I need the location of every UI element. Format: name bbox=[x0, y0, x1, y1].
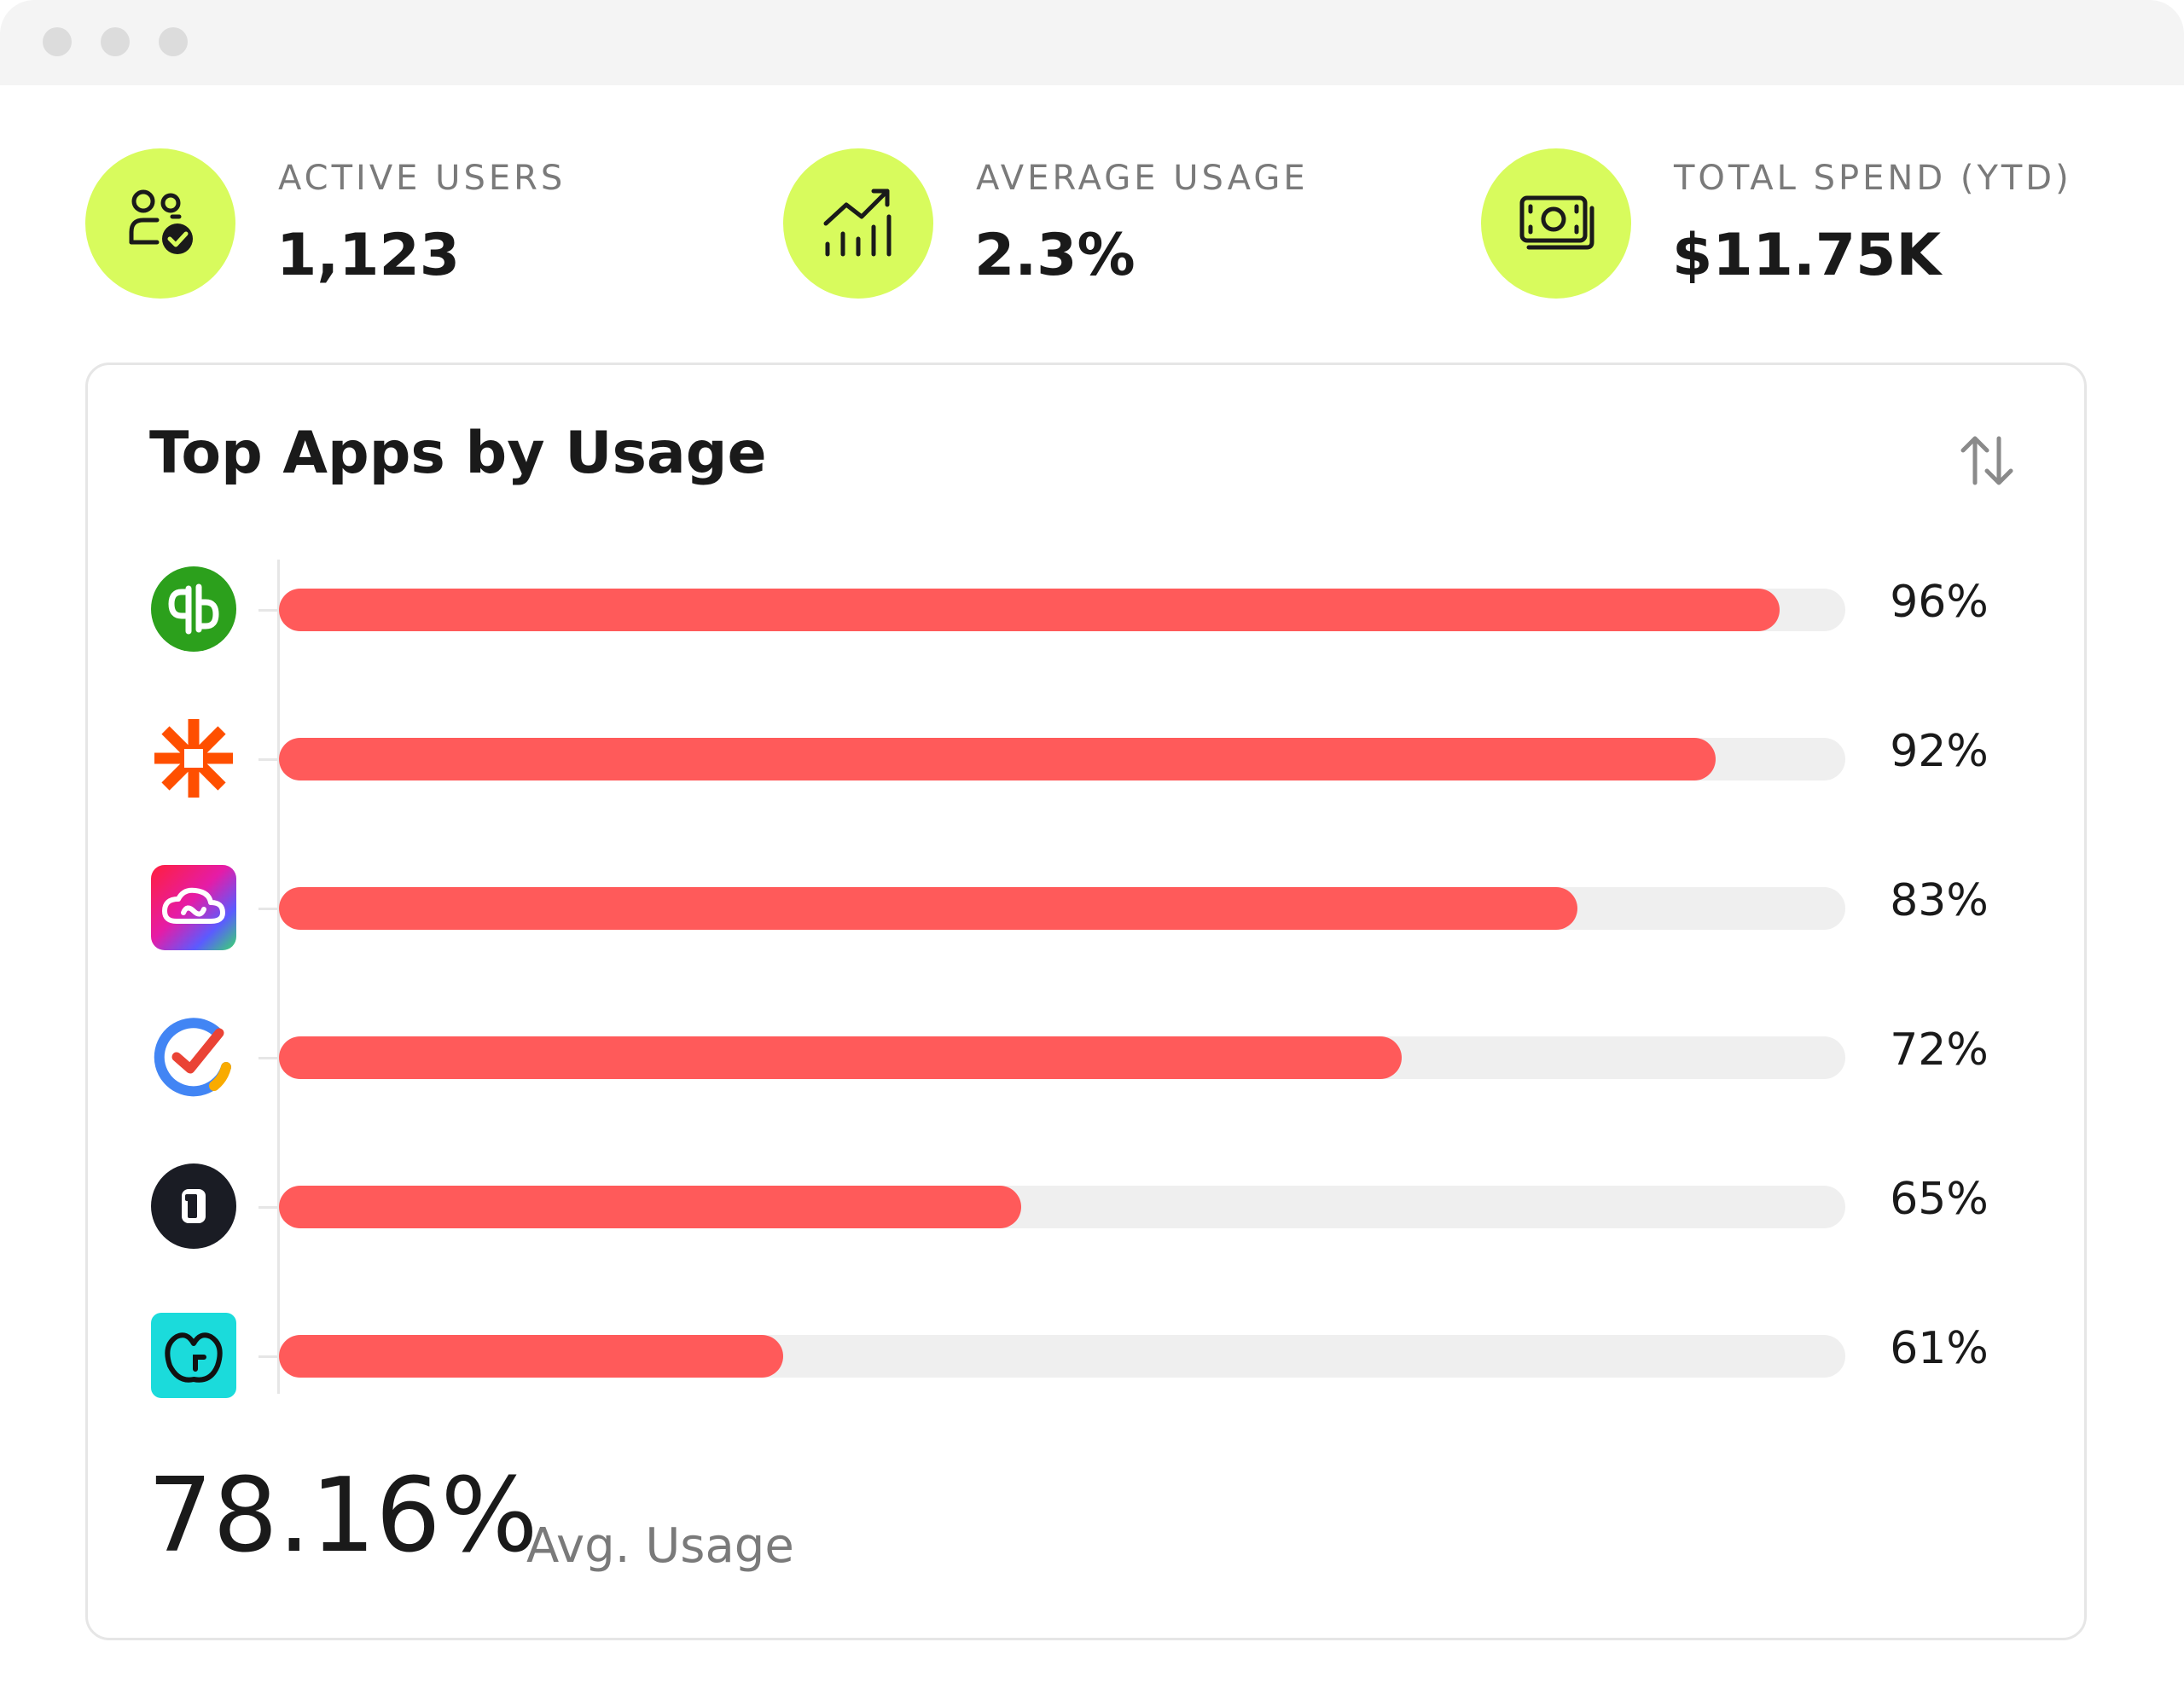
usage-bar-fill bbox=[279, 887, 1577, 930]
stat-label: TOTAL SPEND (YTD) bbox=[1674, 159, 2072, 198]
window-close-dot[interactable] bbox=[43, 27, 72, 56]
stat-average-usage: AVERAGE USAGE 2.3% bbox=[783, 148, 1432, 302]
stat-total-spend: TOTAL SPEND (YTD) $11.75K bbox=[1481, 148, 2129, 302]
window-minimize-dot[interactable] bbox=[101, 27, 130, 56]
usage-percent: 72% bbox=[1890, 1024, 1989, 1076]
chart-axis-line bbox=[277, 560, 280, 1394]
app-row: 61% bbox=[88, 1313, 2089, 1401]
usage-bar-track bbox=[279, 887, 1845, 930]
users-check-icon bbox=[85, 148, 235, 299]
window-titlebar bbox=[0, 0, 2184, 85]
top-apps-card: Top Apps by Usage 96% bbox=[85, 363, 2087, 1640]
app-row: 96% bbox=[88, 566, 2089, 655]
app-row: 92% bbox=[88, 716, 2089, 804]
usage-bar-fill bbox=[279, 1335, 783, 1378]
usage-bar-track bbox=[279, 1335, 1845, 1378]
stat-value: 1,123 bbox=[276, 222, 461, 289]
stat-label: ACTIVE USERS bbox=[278, 159, 566, 198]
usage-bar-fill bbox=[279, 589, 1780, 631]
usage-bar-track bbox=[279, 1186, 1845, 1228]
stat-value: $11.75K bbox=[1672, 222, 1942, 289]
chart-tick bbox=[258, 1206, 277, 1209]
chart-trend-up-icon bbox=[783, 148, 933, 299]
godaddy-logo-icon bbox=[151, 1313, 236, 1398]
average-usage-value: 78.16% bbox=[148, 1457, 538, 1575]
usage-percent: 96% bbox=[1890, 577, 1989, 628]
onepassword-logo-icon bbox=[151, 1163, 236, 1249]
zapier-logo-icon bbox=[151, 716, 236, 801]
usage-bar-fill bbox=[279, 1036, 1402, 1079]
average-usage-label: Avg. Usage bbox=[526, 1518, 794, 1574]
app-row: 72% bbox=[88, 1014, 2089, 1103]
usage-bar-fill bbox=[279, 738, 1716, 780]
stat-active-users: ACTIVE USERS 1,123 bbox=[85, 148, 734, 302]
chart-tick bbox=[258, 908, 277, 910]
usage-percent: 83% bbox=[1890, 875, 1989, 926]
chart-tick bbox=[258, 609, 277, 612]
chart-tick bbox=[258, 1355, 277, 1358]
usage-percent: 65% bbox=[1890, 1174, 1989, 1225]
usage-bar-track bbox=[279, 589, 1845, 631]
usage-bar-fill bbox=[279, 1186, 1021, 1228]
window-maximize-dot[interactable] bbox=[159, 27, 188, 56]
usage-bar-track bbox=[279, 1036, 1845, 1079]
usage-percent: 61% bbox=[1890, 1323, 1989, 1374]
stat-value: 2.3% bbox=[974, 222, 1136, 289]
clockify-logo-icon bbox=[151, 1014, 236, 1100]
usage-percent: 92% bbox=[1890, 726, 1989, 777]
card-title: Top Apps by Usage bbox=[149, 420, 767, 487]
sort-arrows-icon[interactable] bbox=[1956, 430, 2018, 491]
usage-bar-track bbox=[279, 738, 1845, 780]
stat-label: AVERAGE USAGE bbox=[976, 159, 1309, 198]
quickbooks-logo-icon bbox=[151, 566, 236, 652]
app-row: 83% bbox=[88, 865, 2089, 954]
app-row: 65% bbox=[88, 1163, 2089, 1252]
chart-tick bbox=[258, 758, 277, 761]
creative-cloud-logo-icon bbox=[151, 865, 236, 950]
cash-icon bbox=[1481, 148, 1631, 299]
chart-tick bbox=[258, 1057, 277, 1059]
